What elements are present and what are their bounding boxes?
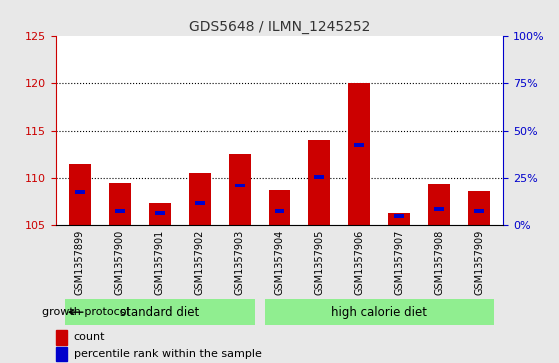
Bar — [235, 184, 245, 187]
Bar — [394, 214, 404, 217]
Bar — [268, 190, 291, 225]
Text: percentile rank within the sample: percentile rank within the sample — [74, 349, 262, 359]
FancyBboxPatch shape — [65, 299, 254, 325]
Bar — [56, 347, 67, 361]
Bar — [109, 183, 131, 225]
Text: high calorie diet: high calorie diet — [331, 306, 427, 319]
Bar — [354, 143, 364, 147]
Bar — [474, 209, 484, 213]
Bar — [115, 209, 125, 213]
Bar — [56, 330, 67, 345]
Text: growth protocol: growth protocol — [42, 307, 130, 317]
Bar — [309, 140, 330, 225]
Bar — [195, 201, 205, 205]
Bar — [314, 175, 324, 179]
Bar — [189, 173, 211, 225]
Text: count: count — [74, 332, 105, 342]
Bar — [468, 191, 490, 225]
FancyBboxPatch shape — [264, 299, 494, 325]
Title: GDS5648 / ILMN_1245252: GDS5648 / ILMN_1245252 — [189, 20, 370, 34]
Bar — [428, 184, 450, 225]
Bar — [389, 213, 410, 225]
Bar — [434, 207, 444, 211]
Text: standard diet: standard diet — [120, 306, 200, 319]
Bar — [155, 211, 165, 215]
Bar — [149, 203, 170, 225]
Bar — [229, 154, 250, 225]
Bar — [348, 83, 370, 225]
Bar — [274, 209, 285, 213]
Bar — [75, 190, 85, 194]
Bar — [69, 164, 91, 225]
